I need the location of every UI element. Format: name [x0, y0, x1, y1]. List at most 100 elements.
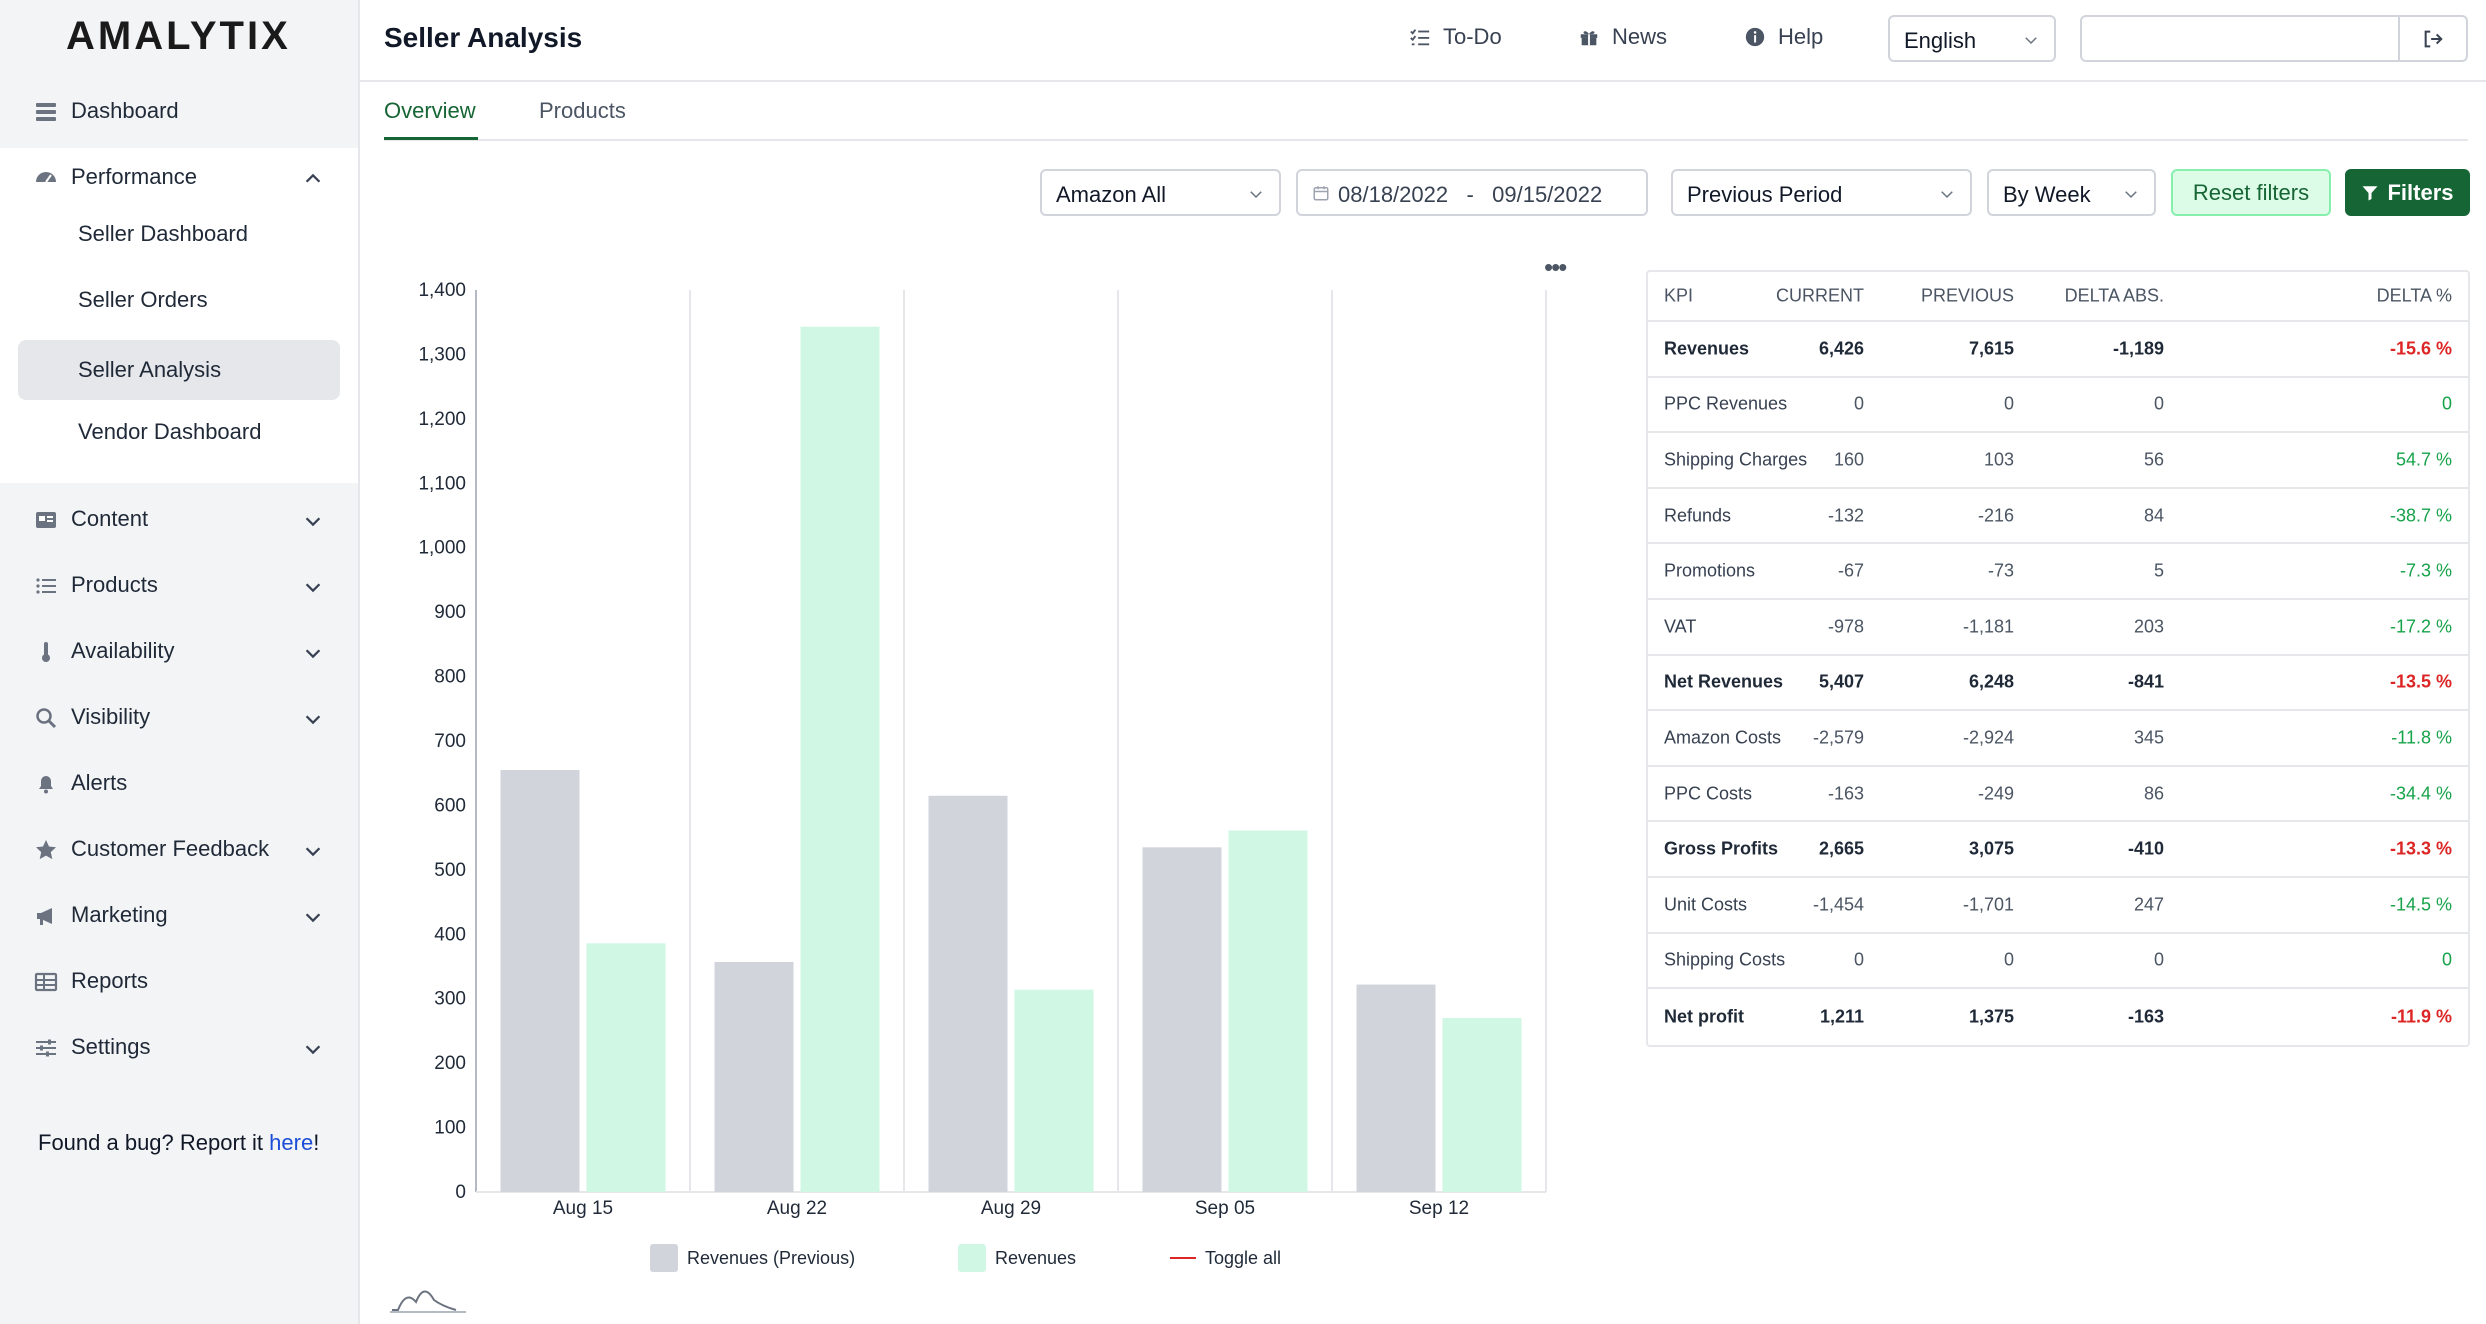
previous-cell: 0 [2003, 949, 2014, 970]
kpi-header-delta-pct[interactable]: DELTA % [2376, 285, 2452, 306]
previous-cell: 103 [1983, 449, 2014, 470]
bar-revenues[interactable] [586, 943, 666, 1192]
bug-report-suffix: ! [313, 1130, 320, 1155]
previous-cell: -1,181 [1962, 616, 2014, 637]
chart-navigator-thumbnail[interactable] [392, 1290, 457, 1311]
todo-link[interactable]: To-Do [1409, 24, 1502, 50]
date-to: 09/15/2022 [1492, 182, 1603, 207]
tab-overview[interactable]: Overview [384, 98, 476, 123]
app-logo[interactable]: AMALYTIX [66, 14, 291, 58]
gift-icon [1580, 31, 1598, 46]
legend-swatch-revenues[interactable] [958, 1244, 986, 1272]
y-tick-label: 1,300 [418, 344, 466, 365]
comparison-select[interactable]: Previous Period [1671, 169, 1972, 216]
sidebar-item-performance[interactable]: Performance [0, 150, 358, 206]
kpi-header-kpi[interactable]: KPI [1664, 285, 1694, 306]
sidebar-subitem-seller-orders[interactable]: Seller Orders [18, 270, 340, 330]
y-tick-label: 800 [434, 667, 466, 688]
bar-revenues-previous[interactable] [928, 795, 1008, 1192]
kpi-header-previous[interactable]: PREVIOUS [1920, 285, 2014, 306]
sidebar-item-customer-feedback[interactable]: Customer Feedback [0, 822, 358, 878]
chart-menu-button[interactable]: ••• [1544, 252, 1567, 282]
chevron-down-icon[interactable] [302, 840, 324, 862]
delta-abs-cell: 0 [2153, 949, 2164, 970]
x-tick-label: Aug 15 [553, 1198, 613, 1219]
chevron-down-icon[interactable] [302, 708, 324, 730]
chevron-down-icon[interactable] [302, 510, 324, 532]
legend-swatch-revenues-previous[interactable] [650, 1244, 678, 1272]
logout-button[interactable] [2398, 17, 2466, 60]
kpi-cell: Unit Costs [1664, 894, 1748, 915]
legend-label-revenues-previous[interactable]: Revenues (Previous) [687, 1248, 855, 1268]
y-tick-label: 0 [455, 1182, 466, 1203]
sidebar-item-visibility[interactable]: Visibility [0, 690, 358, 746]
previous-cell: -216 [1977, 505, 2014, 526]
bug-report-link[interactable]: here [269, 1130, 314, 1155]
y-tick-label: 400 [434, 924, 466, 945]
sidebar-subitem-vendor-dashboard[interactable]: Vendor Dashboard [18, 402, 340, 462]
sidebar-item-dashboard[interactable]: Dashboard [0, 84, 358, 140]
sidebar-subitem-seller-dashboard[interactable]: Seller Dashboard [18, 204, 340, 264]
sidebar-item-marketing[interactable]: Marketing [0, 888, 358, 944]
search-input[interactable] [2082, 17, 2400, 60]
delta-pct-cell: 0 [2441, 949, 2452, 970]
sidebar-item-label: Customer Feedback [71, 836, 270, 861]
sidebar: AMALYTIX Dashboard Seller Dashboard Sell… [0, 0, 360, 1324]
delta-pct-cell: -13.3 % [2389, 838, 2452, 859]
sidebar-item-products[interactable]: Products [0, 558, 358, 614]
current-cell: -978 [1827, 616, 1864, 637]
reset-filters-button[interactable]: Reset filters [2171, 169, 2331, 216]
list-icon [36, 578, 56, 594]
news-link[interactable]: News [1578, 24, 1667, 50]
bug-report-text: Found a bug? Report it here! [38, 1130, 319, 1156]
bar-revenues[interactable] [1014, 989, 1094, 1192]
bar-revenues-previous[interactable] [1142, 847, 1222, 1192]
language-value: English [1904, 28, 1977, 53]
sidebar-item-content[interactable]: Content [0, 492, 358, 548]
sidebar-item-label: Dashboard [71, 98, 179, 123]
help-link[interactable]: Help [1744, 24, 1823, 50]
filters-button[interactable]: Filters [2345, 169, 2470, 216]
chevron-down-icon[interactable] [302, 576, 324, 598]
table-row: Net Revenues 5,407 6,248 -841 -13.5 % [1648, 656, 2468, 712]
y-tick-label: 600 [434, 795, 466, 816]
bar-revenues[interactable] [800, 326, 880, 1192]
bar-revenues[interactable] [1442, 1018, 1522, 1192]
sidebar-item-label: Availability [71, 638, 175, 663]
sidebar-subitem-seller-analysis[interactable]: Seller Analysis [18, 340, 340, 400]
y-tick-label: 700 [434, 731, 466, 752]
chevron-down-icon[interactable] [302, 906, 324, 928]
tab-products[interactable]: Products [539, 98, 626, 123]
info-icon [1745, 27, 1765, 47]
delta-abs-cell: 203 [2133, 616, 2164, 637]
sidebar-subitem-label: Seller Dashboard [78, 221, 248, 246]
kpi-header-delta-abs[interactable]: DELTA ABS. [2064, 285, 2164, 306]
bar-revenues-previous[interactable] [714, 961, 794, 1192]
chevron-up-icon[interactable] [302, 168, 324, 190]
table-row: Unit Costs -1,454 -1,701 247 -14.5 % [1648, 878, 2468, 934]
granularity-select[interactable]: By Week [1987, 169, 2156, 216]
chevron-down-icon[interactable] [302, 1038, 324, 1060]
bar-revenues[interactable] [1228, 830, 1308, 1192]
kpi-header-current[interactable]: CURRENT [1776, 285, 1864, 306]
sidebar-item-settings[interactable]: Settings [0, 1020, 358, 1076]
bar-revenues-previous[interactable] [1356, 984, 1436, 1192]
language-select[interactable]: English [1888, 15, 2056, 62]
sidebar-item-reports[interactable]: Reports [0, 954, 358, 1010]
chevron-down-icon[interactable] [302, 642, 324, 664]
delta-abs-cell: 247 [2133, 894, 2164, 915]
sidebar-item-alerts[interactable]: Alerts [0, 756, 358, 812]
current-cell: 0 [1853, 393, 1864, 414]
delta-abs-cell: -1,189 [2112, 338, 2164, 359]
legend-label-revenues[interactable]: Revenues [995, 1248, 1076, 1268]
star-icon [36, 840, 56, 860]
date-range-picker[interactable]: 08/18/2022 - 09/15/2022 [1296, 169, 1648, 216]
bar-revenues-previous[interactable] [500, 769, 580, 1192]
legend-toggle-all[interactable]: Toggle all [1205, 1248, 1281, 1268]
previous-cell: -249 [1977, 783, 2014, 804]
sidebar-item-availability[interactable]: Availability [0, 624, 358, 680]
chevron-down-icon [2125, 191, 2137, 199]
news-label: News [1612, 24, 1668, 49]
table-icon [34, 972, 58, 992]
marketplace-select[interactable]: Amazon All [1040, 169, 1281, 216]
